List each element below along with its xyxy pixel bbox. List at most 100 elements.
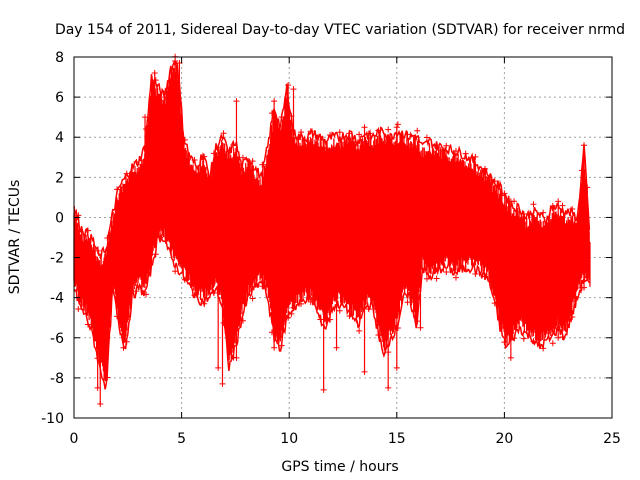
data-series: [73, 53, 591, 407]
point-marker: [97, 400, 104, 407]
point-marker: [559, 202, 566, 209]
y-tick-label: -2: [50, 251, 64, 267]
point-marker: [385, 134, 392, 141]
tick-labels: 0 5 10 15 20 25 -10 -8 -6 -4 -2 0 2 4 6 8: [41, 50, 621, 447]
point-marker: [452, 148, 459, 155]
point-marker: [176, 174, 183, 181]
x-tick-label: 25: [603, 431, 621, 447]
x-tick-label: 5: [177, 431, 186, 447]
point-marker: [162, 88, 169, 95]
y-tick-label: 6: [55, 90, 64, 106]
point-marker: [327, 132, 334, 139]
point-marker: [361, 124, 368, 131]
point-marker: [162, 237, 169, 244]
point-marker: [290, 86, 297, 93]
point-marker: [215, 364, 222, 371]
point-marker: [491, 178, 498, 185]
point-marker: [157, 94, 164, 101]
point-marker: [219, 380, 226, 387]
point-marker: [443, 269, 450, 276]
point-marker: [84, 321, 91, 328]
y-tick-label: -8: [50, 371, 64, 387]
point-marker: [356, 131, 363, 138]
point-marker: [220, 319, 227, 326]
point-marker: [94, 247, 101, 254]
point-marker: [104, 235, 111, 242]
point-marker: [230, 142, 237, 149]
point-marker: [385, 126, 392, 133]
point-marker: [239, 154, 246, 161]
point-marker: [462, 266, 469, 273]
point-marker: [452, 274, 459, 281]
point-marker: [120, 344, 127, 351]
point-marker: [423, 275, 430, 282]
point-marker: [507, 354, 514, 361]
point-marker: [414, 127, 421, 134]
point-marker: [210, 290, 217, 297]
y-tick-label: -10: [41, 411, 64, 427]
point-marker: [486, 174, 493, 181]
point-marker: [385, 384, 392, 391]
point-marker: [259, 283, 266, 290]
point-marker: [569, 205, 576, 212]
x-tick-label: 0: [70, 431, 79, 447]
point-marker: [540, 345, 547, 352]
point-marker: [404, 299, 411, 306]
point-marker: [271, 344, 278, 351]
lower-envelope: [73, 233, 591, 390]
x-tick-label: 15: [388, 431, 406, 447]
point-marker: [268, 110, 275, 117]
point-marker: [94, 384, 101, 391]
point-marker: [120, 184, 127, 191]
point-marker: [288, 310, 295, 317]
point-marker: [152, 251, 159, 258]
point-marker: [578, 167, 585, 174]
point-marker: [482, 165, 489, 172]
point-marker: [290, 304, 297, 311]
point-marker: [151, 70, 158, 77]
point-marker: [472, 271, 479, 278]
point-marker: [433, 275, 440, 282]
point-marker: [394, 121, 401, 128]
point-marker: [482, 273, 489, 280]
point-marker: [433, 141, 440, 148]
point-marker: [581, 142, 588, 149]
point-marker: [346, 313, 353, 320]
point-marker: [233, 98, 240, 105]
point-marker: [404, 131, 411, 138]
point-marker: [133, 288, 140, 295]
point-marker: [520, 211, 527, 218]
x-tick-label: 10: [280, 431, 298, 447]
point-marker: [172, 194, 179, 201]
point-marker: [472, 153, 479, 160]
point-marker: [491, 300, 498, 307]
point-marker: [278, 342, 285, 349]
point-marker: [176, 60, 183, 67]
point-marker: [298, 300, 305, 307]
point-marker: [307, 128, 314, 135]
y-tick-label: -6: [50, 331, 64, 347]
point-marker: [133, 158, 140, 165]
point-marker: [385, 349, 392, 356]
y-tick-label: -4: [50, 291, 64, 307]
y-tick-label: 0: [55, 210, 64, 226]
point-marker: [320, 386, 327, 393]
point-marker: [333, 344, 340, 351]
point-marker: [511, 198, 518, 205]
point-marker: [555, 334, 562, 341]
point-marker: [365, 306, 372, 313]
point-marker: [336, 307, 343, 314]
point-marker: [285, 82, 292, 89]
point-marker: [333, 144, 340, 151]
point-marker: [201, 300, 208, 307]
point-marker: [191, 156, 198, 163]
point-marker: [317, 133, 324, 140]
point-marker: [584, 184, 591, 191]
point-marker: [181, 136, 188, 143]
point-marker: [230, 354, 237, 361]
point-marker: [584, 274, 591, 281]
point-marker: [356, 327, 363, 334]
point-marker: [181, 276, 188, 283]
point-marker: [520, 335, 527, 342]
